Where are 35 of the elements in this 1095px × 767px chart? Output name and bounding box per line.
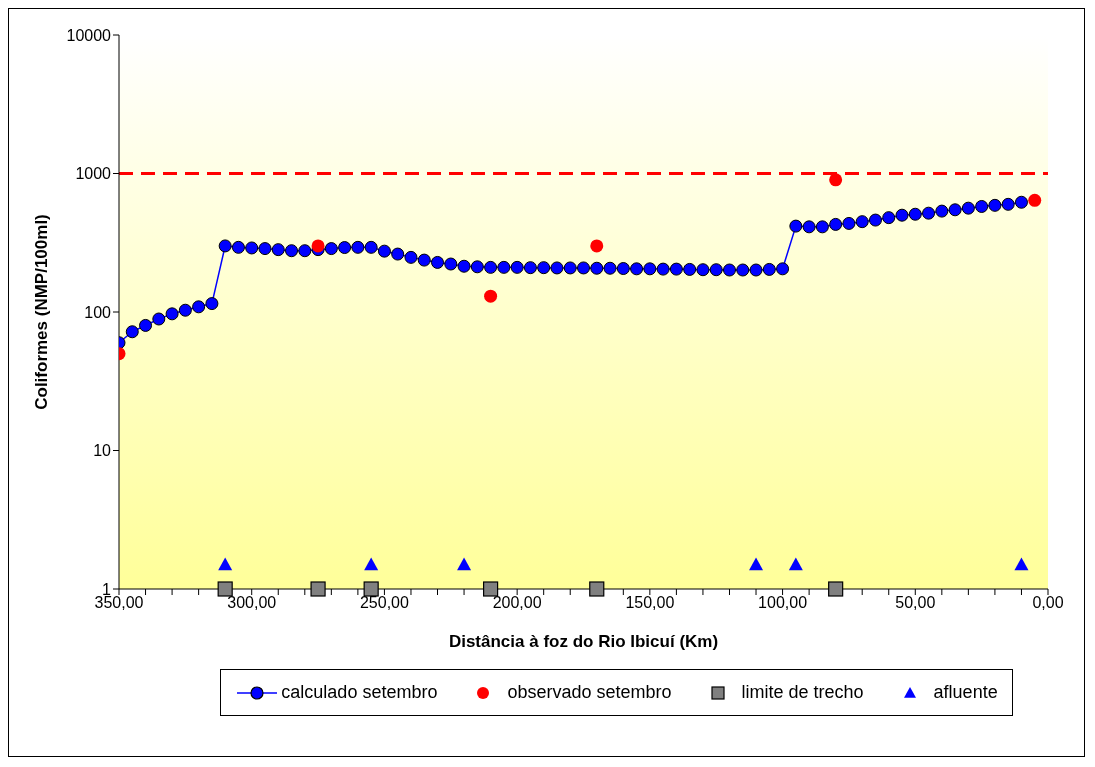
point (1028, 193, 1042, 207)
x-tick-label: 200,00 (492, 594, 542, 612)
x-tick-label: 300,00 (227, 594, 277, 612)
point (590, 239, 604, 253)
x-tick-label: 100,00 (758, 594, 808, 612)
point (218, 557, 233, 571)
legend-label: calculado setembro (281, 682, 438, 703)
point (217, 581, 233, 597)
legend-label: afluente (933, 682, 998, 703)
legend-label: observado setembro (507, 682, 672, 703)
point (457, 557, 472, 571)
point (828, 581, 844, 597)
x-tick-label: 250,00 (359, 594, 409, 612)
point (1014, 557, 1029, 571)
point (363, 581, 379, 597)
x-tick-label: 350,00 (94, 594, 144, 612)
y-tick-label: 10 (93, 442, 112, 460)
x-axis-title: Distância à foz do Rio Ibicuí (Km) (448, 632, 719, 651)
y-tick-label: 100 (84, 303, 112, 321)
point (788, 557, 803, 571)
y-tick-label: 1000 (75, 165, 112, 183)
point (589, 581, 605, 597)
point (483, 581, 499, 597)
x-tick-label: 0,00 (1032, 594, 1064, 612)
legend-label: limite de trecho (741, 682, 864, 703)
point (311, 239, 325, 253)
point (749, 557, 764, 571)
point (829, 173, 843, 187)
x-tick-label: 150,00 (625, 594, 675, 612)
point (310, 581, 326, 597)
point (364, 557, 379, 571)
y-tick-label: 10000 (66, 26, 112, 44)
y-axis-title: Coliformes (NMP/100ml) (32, 214, 52, 410)
x-tick-label: 50,00 (895, 594, 936, 612)
point (484, 289, 498, 303)
